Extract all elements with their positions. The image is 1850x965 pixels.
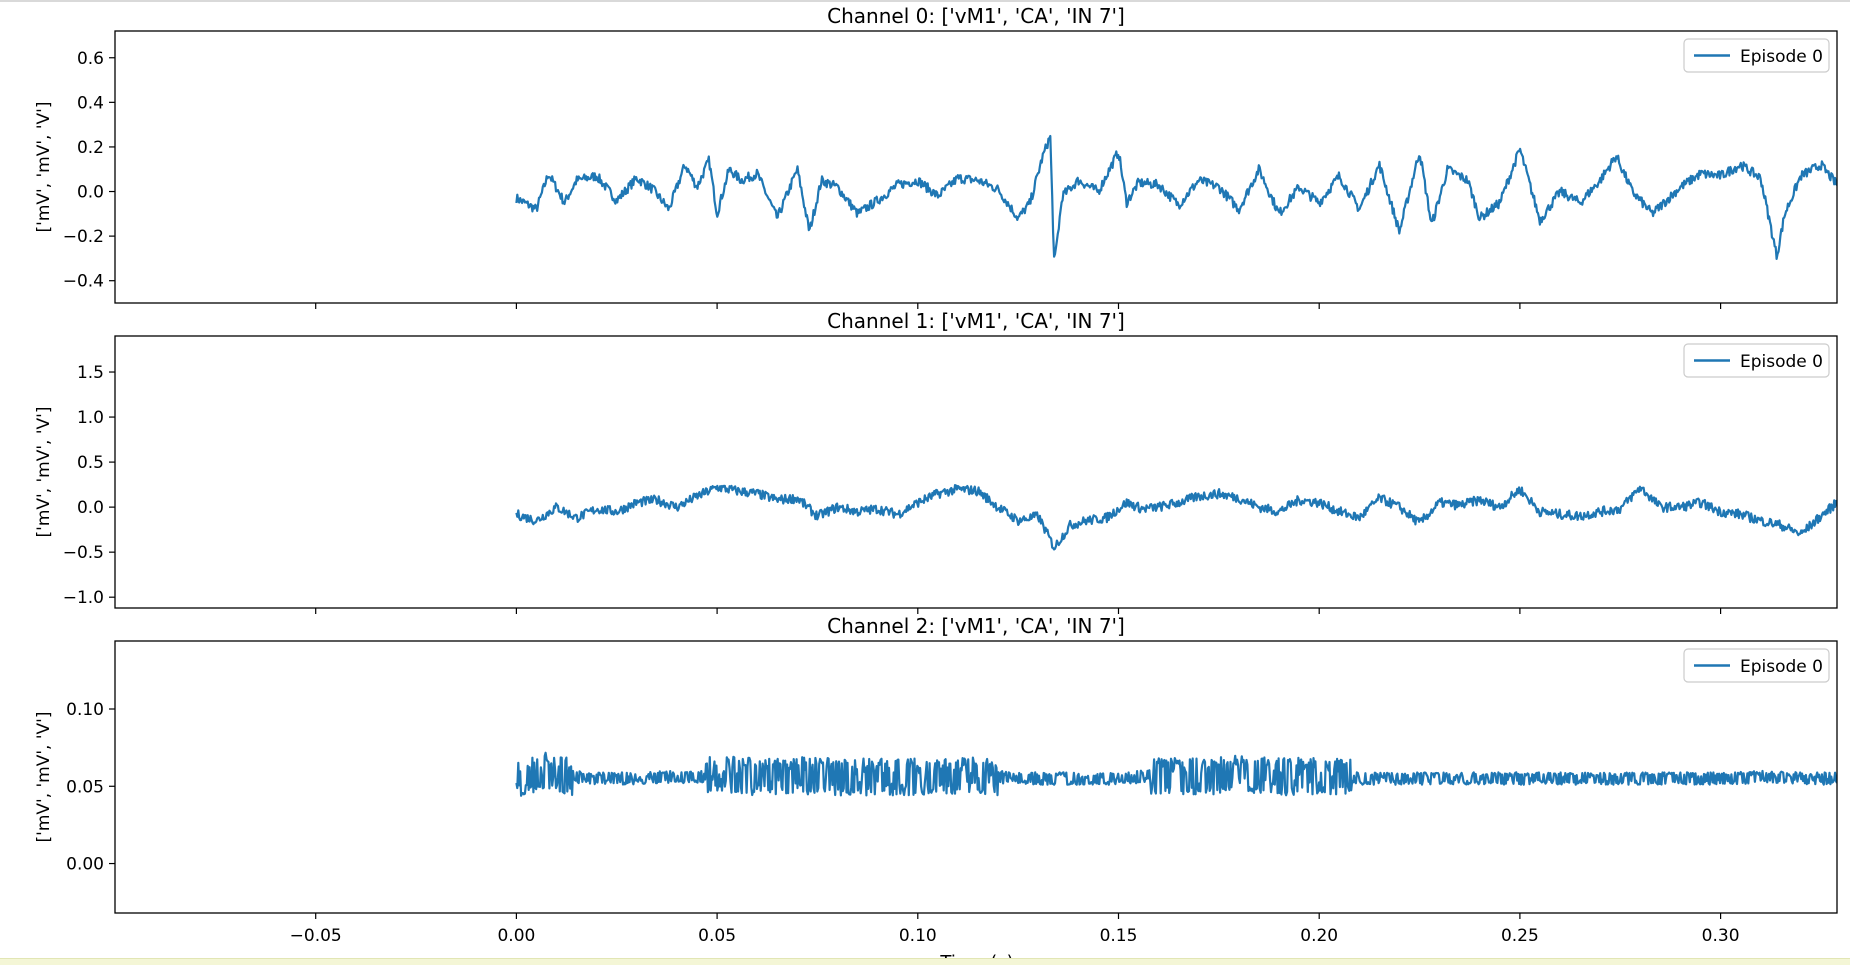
y-axis-label: ['mV', 'mV', 'V'] bbox=[34, 407, 54, 538]
x-tick-label: 0.05 bbox=[698, 926, 736, 946]
series-line-episode-0 bbox=[515, 134, 1837, 260]
x-tick-label: 0.20 bbox=[1300, 926, 1338, 946]
legend-box bbox=[1683, 38, 1830, 73]
series-line-episode-0 bbox=[515, 484, 1837, 551]
x-tick-label: 0.10 bbox=[899, 926, 937, 946]
y-tick-label: 0.00 bbox=[66, 855, 104, 875]
y-tick-label: 0.5 bbox=[77, 453, 104, 473]
legend-box bbox=[1683, 343, 1830, 378]
y-tick-label: 1.0 bbox=[77, 408, 104, 428]
y-tick-label: −0.4 bbox=[63, 272, 104, 292]
y-tick-label: 0.2 bbox=[77, 138, 104, 158]
axes-frame bbox=[114, 335, 1838, 609]
chart-title: Channel 0: ['vM1', 'CA', 'IN 7'] bbox=[827, 4, 1125, 28]
y-tick-label: 0.05 bbox=[66, 777, 104, 797]
y-tick-label: 0.0 bbox=[77, 498, 104, 518]
chart-panel-2: Channel 2: ['vM1', 'CA', 'IN 7'] ['mV', '… bbox=[34, 614, 1838, 946]
x-tick-label: −0.05 bbox=[290, 926, 342, 946]
y-tick-label: 0.6 bbox=[77, 49, 104, 69]
y-tick-label: −1.0 bbox=[63, 588, 104, 608]
legend-label: Episode 0 bbox=[1740, 352, 1823, 372]
x-tick-label: 0.30 bbox=[1702, 926, 1740, 946]
legend-label: Episode 0 bbox=[1740, 657, 1823, 677]
y-tick-label: 0.4 bbox=[77, 93, 104, 113]
x-tick-label: 0.15 bbox=[1100, 926, 1138, 946]
chart-panel-0: Channel 0: ['vM1', 'CA', 'IN 7'] ['mV', '… bbox=[34, 4, 1838, 309]
x-tick-label: 0.00 bbox=[497, 926, 535, 946]
y-tick-label: −0.2 bbox=[63, 227, 104, 247]
axes-frame bbox=[114, 640, 1838, 914]
legend-label: Episode 0 bbox=[1740, 47, 1823, 67]
series-line-episode-0 bbox=[515, 751, 1837, 797]
chart-title: Channel 2: ['vM1', 'CA', 'IN 7'] bbox=[827, 614, 1125, 638]
chart-panel-1: Channel 1: ['vM1', 'CA', 'IN 7'] ['mV', '… bbox=[34, 309, 1838, 614]
y-axis-label: ['mV', 'mV', 'V'] bbox=[34, 712, 54, 843]
window-top-border bbox=[0, 0, 1850, 2]
chart-title: Channel 1: ['vM1', 'CA', 'IN 7'] bbox=[827, 309, 1125, 333]
y-tick-label: 0.10 bbox=[66, 700, 104, 720]
axes-frame bbox=[114, 30, 1838, 304]
y-tick-label: −0.5 bbox=[63, 543, 104, 563]
legend-box bbox=[1683, 648, 1830, 683]
y-tick-label: 1.5 bbox=[77, 363, 104, 383]
y-tick-label: 0.0 bbox=[77, 183, 104, 203]
y-axis-label: ['mV', 'mV', 'V'] bbox=[34, 102, 54, 233]
x-tick-label: 0.25 bbox=[1501, 926, 1539, 946]
status-strip bbox=[0, 958, 1850, 965]
